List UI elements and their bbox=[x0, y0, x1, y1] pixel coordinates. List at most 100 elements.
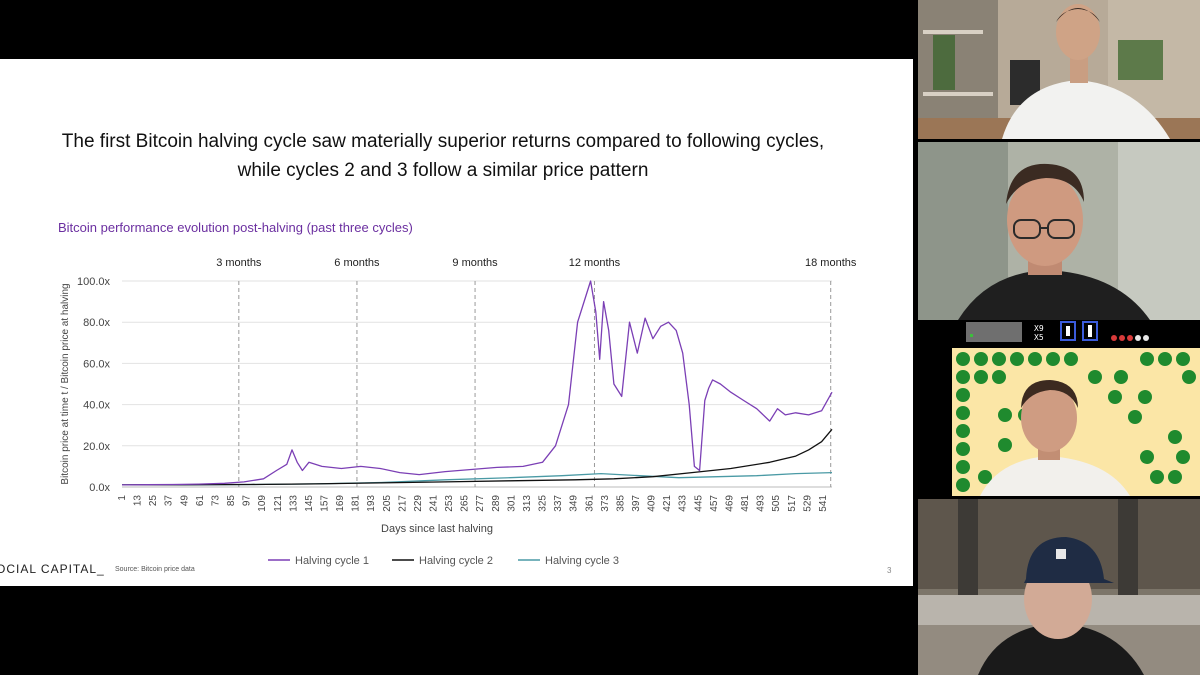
x-tick-label: 241 bbox=[429, 495, 440, 512]
participant-tile-4[interactable] bbox=[918, 499, 1200, 675]
x-tick-label: 25 bbox=[148, 495, 159, 507]
series-line-cycle-1 bbox=[121, 280, 833, 486]
tree-sprite bbox=[974, 352, 988, 366]
x-tick-label: 313 bbox=[522, 495, 533, 512]
reference-line-label: 9 months bbox=[452, 257, 498, 269]
y-tick-label: 0.0x bbox=[89, 482, 110, 494]
y-tick-label: 20.0x bbox=[83, 441, 110, 453]
tree-sprite bbox=[978, 470, 992, 484]
x-tick-label: 409 bbox=[647, 495, 658, 512]
headline-line-2: while cycles 2 and 3 follow a similar pr… bbox=[237, 160, 649, 181]
x-tick-label: 529 bbox=[802, 495, 813, 512]
tree-sprite bbox=[1010, 352, 1024, 366]
y-tick-label: 40.0x bbox=[83, 400, 110, 412]
tree-sprite bbox=[956, 460, 970, 474]
tree-sprite bbox=[1128, 410, 1142, 424]
x-tick-label: 37 bbox=[164, 495, 175, 507]
tree-sprite bbox=[1176, 450, 1190, 464]
tree-sprite bbox=[1168, 430, 1182, 444]
x-tick-label: 157 bbox=[319, 495, 330, 512]
participant-tile-1[interactable] bbox=[918, 0, 1200, 139]
x-tick-label: 421 bbox=[662, 495, 673, 512]
series-line-cycle-2 bbox=[121, 428, 833, 486]
x-tick-label: 277 bbox=[475, 495, 486, 512]
x-tick-label: 481 bbox=[740, 495, 751, 512]
x-tick-label: 265 bbox=[460, 495, 471, 512]
tree-sprite bbox=[1088, 370, 1102, 384]
x-tick-label: 385 bbox=[615, 495, 626, 512]
x-tick-label: 205 bbox=[382, 495, 393, 512]
x-tick-label: 193 bbox=[366, 495, 377, 512]
x-tick-label: 301 bbox=[506, 495, 517, 512]
tree-sprite bbox=[1108, 390, 1122, 404]
x-tick-label: 517 bbox=[787, 495, 798, 512]
x-tick-label: 169 bbox=[335, 495, 346, 512]
y-axis-title: Bitcoin price at time t / Bitcoin price … bbox=[60, 283, 71, 484]
chart-title: Bitcoin performance evolution post-halvi… bbox=[58, 220, 413, 235]
tree-sprite bbox=[998, 438, 1012, 452]
participant-video-2 bbox=[918, 142, 1200, 320]
x-tick-label: 253 bbox=[444, 495, 455, 512]
legend-entry: Halving cycle 2 bbox=[419, 555, 493, 567]
tree-sprite bbox=[992, 352, 1006, 366]
x-tick-label: 337 bbox=[553, 495, 564, 512]
page-number: 3 bbox=[887, 566, 892, 575]
x-tick-label: 229 bbox=[413, 495, 424, 512]
source-note: Source: Bitcoin price data bbox=[115, 566, 195, 573]
tree-sprite bbox=[956, 424, 970, 438]
x-tick-label: 61 bbox=[195, 495, 206, 507]
x-tick-label: 13 bbox=[133, 495, 144, 507]
reference-line-label: 6 months bbox=[334, 257, 380, 269]
x-tick-label: 1 bbox=[117, 495, 128, 501]
tree-sprite bbox=[1176, 352, 1190, 366]
x-tick-label: 181 bbox=[351, 495, 362, 512]
y-tick-label: 100.0x bbox=[77, 276, 111, 288]
hearts-icon bbox=[1111, 335, 1149, 341]
reference-line-label: 18 months bbox=[805, 257, 857, 269]
x-tick-label: 73 bbox=[210, 495, 221, 507]
headline-line-1: The first Bitcoin halving cycle saw mate… bbox=[61, 131, 825, 152]
participant-tile-3[interactable]: X9 X5 bbox=[918, 320, 1200, 496]
x-tick-label: 469 bbox=[724, 495, 735, 512]
tree-sprite bbox=[1168, 470, 1182, 484]
x-tick-label: 217 bbox=[397, 495, 408, 512]
slide-headline: The first Bitcoin halving cycle saw mate… bbox=[0, 127, 886, 185]
x-tick-label: 97 bbox=[242, 495, 253, 507]
x-tick-label: 85 bbox=[226, 495, 237, 507]
x-tick-label: 493 bbox=[756, 495, 767, 512]
tree-sprite bbox=[1140, 450, 1154, 464]
participant-video-4 bbox=[918, 499, 1200, 675]
tree-sprite bbox=[956, 406, 970, 420]
y-tick-label: 80.0x bbox=[83, 317, 110, 329]
x-tick-label: 145 bbox=[304, 495, 315, 512]
participant-tile-2[interactable] bbox=[918, 142, 1200, 320]
x-axis-title: Days since last halving bbox=[381, 523, 493, 535]
x-tick-label: 541 bbox=[818, 495, 829, 512]
tree-sprite bbox=[1064, 352, 1078, 366]
x-tick-label: 133 bbox=[288, 495, 299, 512]
minimap-icon bbox=[966, 322, 1022, 342]
x-tick-label: 325 bbox=[538, 495, 549, 512]
x-tick-label: 361 bbox=[584, 495, 595, 512]
tree-sprite bbox=[956, 352, 970, 366]
tree-sprite bbox=[956, 370, 970, 384]
brand-logo-text: OCIAL CAPITAL_ bbox=[0, 562, 105, 576]
tree-sprite bbox=[1140, 352, 1154, 366]
item-slot-b-icon bbox=[1060, 321, 1076, 341]
tree-sprite bbox=[956, 442, 970, 456]
tree-sprite bbox=[956, 388, 970, 402]
tree-sprite bbox=[1046, 352, 1060, 366]
tree-sprite bbox=[974, 370, 988, 384]
item-slot-a-icon bbox=[1082, 321, 1098, 341]
tree-sprite bbox=[992, 370, 1006, 384]
shared-slide: The first Bitcoin halving cycle saw mate… bbox=[0, 59, 913, 586]
x-tick-label: 457 bbox=[709, 495, 720, 512]
x-tick-label: 445 bbox=[693, 495, 704, 512]
x-tick-label: 433 bbox=[678, 495, 689, 512]
tree-sprite bbox=[1028, 352, 1042, 366]
x-tick-label: 49 bbox=[179, 495, 190, 507]
tree-sprite bbox=[956, 478, 970, 492]
legend-entry: Halving cycle 1 bbox=[295, 555, 369, 567]
tree-sprite bbox=[998, 408, 1012, 422]
